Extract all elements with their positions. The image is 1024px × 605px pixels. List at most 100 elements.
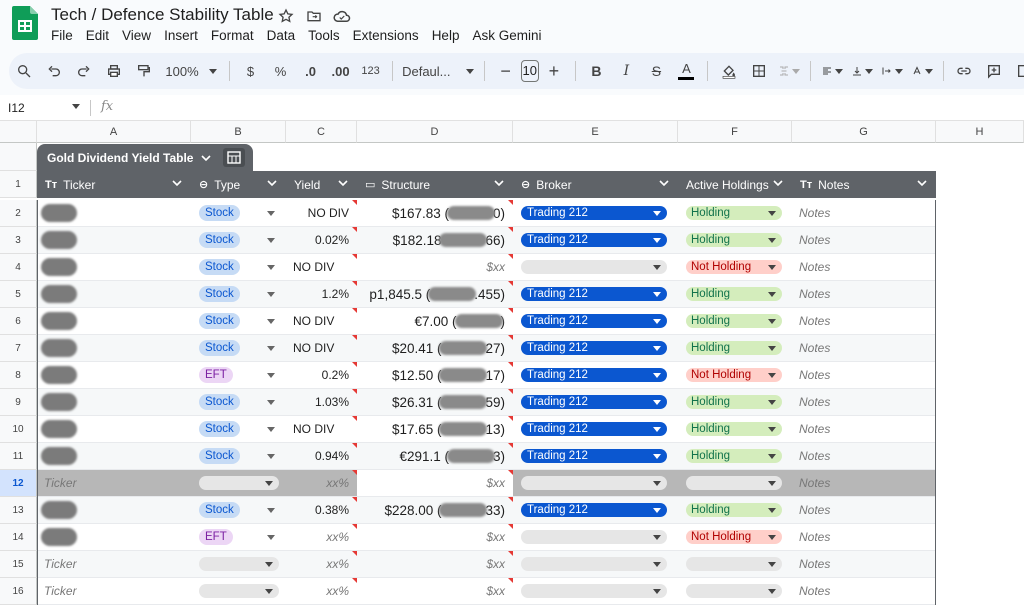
holding-dropdown[interactable]: Not Holding <box>686 524 782 550</box>
table-row[interactable]: Stock 1.2% p1,845.5 (.455) Trading 212 Holdi… <box>37 281 936 308</box>
type-dropdown[interactable]: Stock <box>199 443 279 469</box>
ticker-cell[interactable] <box>41 416 77 442</box>
table-row[interactable]: Stock NO DIV $17.65 (13) Trading 212 Holding… <box>37 416 936 443</box>
column-header-structure[interactable]: ▭ Structure <box>357 171 513 198</box>
yield-cell[interactable]: 0.94% <box>314 449 349 463</box>
broker-dropdown[interactable]: Trading 212 <box>521 497 667 523</box>
ticker-cell[interactable] <box>41 389 77 415</box>
text-color-icon[interactable]: A <box>675 58 697 84</box>
ticker-cell[interactable]: Ticker <box>44 584 77 598</box>
notes-cell[interactable]: Notes <box>799 449 831 463</box>
text-rotation-icon[interactable] <box>911 58 933 84</box>
notes-cell[interactable]: Notes <box>799 557 831 571</box>
chevron-down-icon[interactable] <box>493 177 505 189</box>
broker-dropdown[interactable] <box>521 578 667 604</box>
chevron-down-icon[interactable] <box>171 177 183 189</box>
holding-dropdown[interactable]: Holding <box>686 443 782 469</box>
insert-link-icon[interactable] <box>953 58 975 84</box>
zoom-select[interactable]: 100% <box>163 58 219 84</box>
menu-item-file[interactable]: File <box>51 28 73 43</box>
column-header-ticker[interactable]: Tт Ticker <box>37 171 191 198</box>
yield-cell[interactable]: xx% <box>326 530 349 544</box>
holding-dropdown[interactable] <box>686 578 782 604</box>
table-row[interactable]: Stock 0.38% $228.00 (33) Trading 212 Holding… <box>37 497 936 524</box>
structure-cell[interactable]: $xx <box>486 530 505 544</box>
holding-dropdown[interactable]: Holding <box>686 497 782 523</box>
decrease-font-size-button[interactable]: − <box>500 60 511 81</box>
structure-cell[interactable]: $167.83 (0) <box>357 200 505 226</box>
italic-icon[interactable]: I <box>623 63 630 79</box>
row-header[interactable]: 16 <box>0 578 37 605</box>
table-row[interactable]: Stock 0.02% $182.18 66) Trading 212 Holding N… <box>37 227 936 254</box>
broker-dropdown[interactable]: Trading 212 <box>521 200 667 226</box>
type-dropdown[interactable]: Stock <box>199 335 279 361</box>
table-row[interactable]: Stock NO DIV $xx Not Holding Notes <box>37 254 936 281</box>
type-dropdown[interactable]: Stock <box>199 254 279 280</box>
holding-dropdown[interactable]: Not Holding <box>686 362 782 388</box>
table-row[interactable]: Ticker xx% $xx Notes <box>37 551 936 578</box>
structure-cell[interactable]: $182.18 66) <box>357 227 505 253</box>
column-header-notes[interactable]: Tт Notes <box>792 171 936 198</box>
increase-font-size-button[interactable]: + <box>548 60 560 81</box>
type-dropdown[interactable]: Stock <box>199 497 279 523</box>
row-header[interactable]: 3 <box>0 227 37 254</box>
type-dropdown[interactable] <box>199 470 279 496</box>
yield-cell[interactable]: NO DIV <box>293 341 335 355</box>
bold-icon[interactable]: B <box>591 63 602 79</box>
row-header[interactable]: 6 <box>0 308 37 335</box>
structure-cell[interactable]: p1,845.5 (.455) <box>357 281 505 307</box>
increase-decimal-button[interactable]: .00 <box>331 63 350 79</box>
table-row[interactable]: Ticker xx% $xx Notes <box>37 470 936 497</box>
table-row[interactable]: Stock NO DIV €7.00 () Trading 212 Holding Not… <box>37 308 936 335</box>
type-dropdown[interactable]: Stock <box>199 227 279 253</box>
holding-dropdown[interactable]: Holding <box>686 281 782 307</box>
broker-dropdown[interactable]: Trading 212 <box>521 281 667 307</box>
column-header-a[interactable]: A <box>37 121 191 143</box>
notes-cell[interactable]: Notes <box>799 422 831 436</box>
holding-dropdown[interactable]: Holding <box>686 308 782 334</box>
chevron-down-icon[interactable] <box>266 177 278 189</box>
vertical-align-icon[interactable] <box>851 58 873 84</box>
chevron-down-icon[interactable] <box>72 104 80 109</box>
undo-icon[interactable] <box>43 58 65 84</box>
select-all-corner[interactable] <box>0 121 37 143</box>
yield-cell[interactable]: 1.03% <box>314 395 349 409</box>
table-row[interactable]: Stock NO DIV $167.83 (0) Trading 212 Holding… <box>37 200 936 227</box>
text-wrapping-icon[interactable] <box>881 58 903 84</box>
row-header[interactable]: 7 <box>0 335 37 362</box>
document-title[interactable]: Tech / Defence Stability Table <box>51 5 274 24</box>
more-formats-button[interactable]: 123 <box>361 65 380 77</box>
horizontal-align-icon[interactable] <box>821 58 843 84</box>
type-dropdown[interactable]: Stock <box>199 308 279 334</box>
ticker-cell[interactable] <box>41 200 77 226</box>
column-header-d[interactable]: D <box>357 121 513 143</box>
holding-dropdown[interactable]: Holding <box>686 389 782 415</box>
currency-format-button[interactable]: $ <box>246 63 255 79</box>
yield-cell[interactable]: 0.2% <box>321 368 349 382</box>
notes-cell[interactable]: Notes <box>799 584 831 598</box>
row-header[interactable]: 5 <box>0 281 37 308</box>
holding-dropdown[interactable]: Holding <box>686 335 782 361</box>
yield-cell[interactable]: xx% <box>326 584 349 598</box>
structure-cell[interactable]: $12.50 (17) <box>357 362 505 388</box>
percent-format-button[interactable]: % <box>274 63 287 79</box>
table-row[interactable]: EFT xx% $xx Not Holding Notes <box>37 524 936 551</box>
type-dropdown[interactable] <box>199 578 279 604</box>
move-folder-icon[interactable] <box>305 7 323 25</box>
insert-chart-icon[interactable] <box>1013 58 1024 84</box>
search-menus-icon[interactable] <box>13 58 35 84</box>
column-header-yield[interactable]: Yield <box>286 171 357 198</box>
notes-cell[interactable]: Notes <box>799 287 831 301</box>
broker-dropdown[interactable]: Trading 212 <box>521 416 667 442</box>
holding-dropdown[interactable]: Holding <box>686 200 782 226</box>
ticker-cell[interactable] <box>41 281 77 307</box>
row-header[interactable]: 4 <box>0 254 37 281</box>
type-dropdown[interactable]: EFT <box>199 362 279 388</box>
column-header-broker[interactable]: ⊖ Broker <box>513 171 678 198</box>
menu-item-ask-gemini[interactable]: Ask Gemini <box>472 28 542 43</box>
ticker-cell[interactable] <box>41 227 77 253</box>
holding-dropdown[interactable]: Not Holding <box>686 254 782 280</box>
notes-cell[interactable]: Notes <box>799 395 831 409</box>
broker-dropdown[interactable]: Trading 212 <box>521 443 667 469</box>
column-header-f[interactable]: F <box>678 121 792 143</box>
